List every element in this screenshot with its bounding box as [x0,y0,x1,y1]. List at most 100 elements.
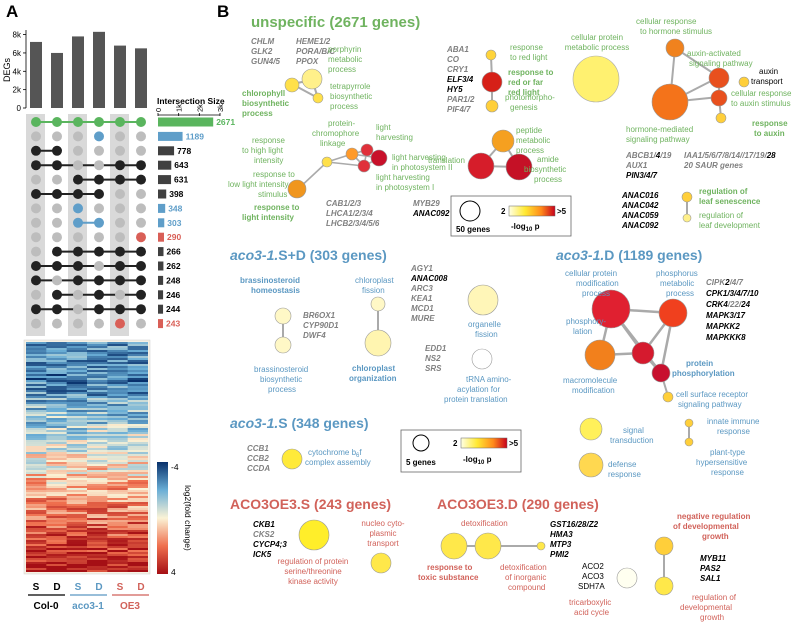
label-brh-2: homeostasis [251,286,300,295]
intersection-value: 398 [169,189,183,199]
heatmap-legend-min: 4 [171,567,176,577]
matrix-dot [136,217,146,228]
matrix-dot [73,275,83,286]
label-hms-1: hormone-mediated [626,125,693,134]
gene-ccda: CCDA [247,464,270,473]
label-cpm-1: cellular protein [571,33,623,42]
matrix-dot [136,203,146,214]
intersection-bar [158,131,183,141]
gene-aux1: AUX1 [625,161,648,170]
gene-anac008: ANAC008 [410,274,448,283]
label-pcl-1: protein- [328,119,355,128]
gene-pif: PIF4/7 [447,105,471,114]
matrix-dot [52,246,62,257]
label-phos-2: lation [573,327,592,336]
node-response-light-intensity [287,179,307,199]
label-lh-1: light [376,123,391,132]
legend-size-circle-50 [459,200,481,222]
legend-size-circle-5 [412,434,430,452]
label-red-light-1: response [510,43,543,52]
degs-bar [72,36,84,108]
node-detox-inorganic [536,541,546,551]
node-br-homeostasis [274,307,292,325]
matrix-dot [115,217,125,228]
label-cf-1: chloroplast [355,276,394,285]
legend-size-label-5: 5 genes [406,458,436,467]
gene-co: CO [447,55,460,64]
intersection-value: 778 [177,146,191,156]
intersection-tick-label: 0 [154,108,163,112]
degs-tick-label: 8k [13,31,22,40]
node-porphyrin [301,68,323,90]
label-amide-3: process [534,175,562,184]
label-brb-3: process [268,385,296,394]
node-tca [616,567,638,589]
label-rts-2: toxic substance [418,573,479,582]
matrix-dot [31,217,41,228]
gene-gst: GST16/28/Z2 [550,520,599,529]
matrix-dot [73,117,83,127]
label-trna-1: tRNA amino- [466,375,512,384]
gene-cab: CAB1/2/3 [326,199,362,208]
label-red-light-2: to red light [510,53,548,62]
label-redfar-2: red or far [508,78,543,87]
intersection-tick-label: 1k [175,104,184,112]
heatmap [26,342,148,572]
node-light-harvesting [360,143,374,157]
node-leaf-senescence [681,191,693,203]
label-chlorophyll-3: process [242,109,273,118]
gene-mcd1: MCD1 [411,304,434,313]
label-rli-2: light intensity [242,213,295,222]
gene-aco3: ACO3 [582,572,604,581]
label-lh1-2: in photosystem I [376,183,434,192]
degs-bar [51,52,63,108]
label-dr-2: response [608,470,641,479]
label-porphyrin-2: metabolic [328,55,362,64]
matrix-dot [52,174,62,185]
matrix-dot [73,246,83,257]
matrix-dot [115,261,125,271]
label-nd-2: of developmental [673,522,739,531]
label-of-1: organelle [468,320,501,329]
node-response-toxic [440,532,468,560]
col-label-6: D [137,582,144,593]
gene-sdh7a: SDH7A [578,582,605,591]
intersection-value: 262 [166,261,180,271]
label-aas-2: signaling pathway [689,59,753,68]
matrix-dot [31,160,41,171]
matrix-dot [52,189,62,199]
node-peptide-metabolic [491,129,515,153]
label-nct-1: nucleo cyto- [361,519,404,528]
label-di-2: of inorganic [505,573,546,582]
label-nd-3: growth [702,532,729,541]
gene-aba1: ABA1 [446,45,469,54]
matrix-dot [52,304,62,315]
label-mm-2: modification [572,386,615,395]
node-phosphorus-metabolic [658,298,688,328]
gene-ns2: NS2 [425,354,441,363]
intersection-value: 244 [166,304,180,314]
oe-d-title: ACO3OE3.D (290 genes) [437,496,599,512]
matrix-dot [136,289,146,300]
label-rli-1: response to [254,203,299,212]
node-reg-dev [654,576,674,596]
gene-anac092-a: ANAC092 [412,209,450,218]
matrix-dot [136,160,146,171]
matrix-dot [52,289,62,300]
gene-cyp90d1: CYP90D1 [303,321,339,330]
node-chloroplast-fission [370,296,386,312]
label-pmp-1: phosphorus [656,269,698,278]
intersection-value: 290 [167,232,181,242]
matrix-dot [136,304,146,315]
group-label-aco: aco3-1 [72,601,104,612]
matrix-dot [94,289,104,300]
label-photo-2: genesis [510,103,538,112]
gene-pmi2: PMI2 [550,550,569,559]
gene-dwf4: DWF4 [303,331,326,340]
degs-bars [30,31,147,108]
intersection-bar [158,304,164,314]
label-hl-3: intensity [254,156,283,165]
matrix-dot [136,145,146,156]
matrix-dot [115,145,125,156]
node-amide-biosynthetic [505,153,533,181]
